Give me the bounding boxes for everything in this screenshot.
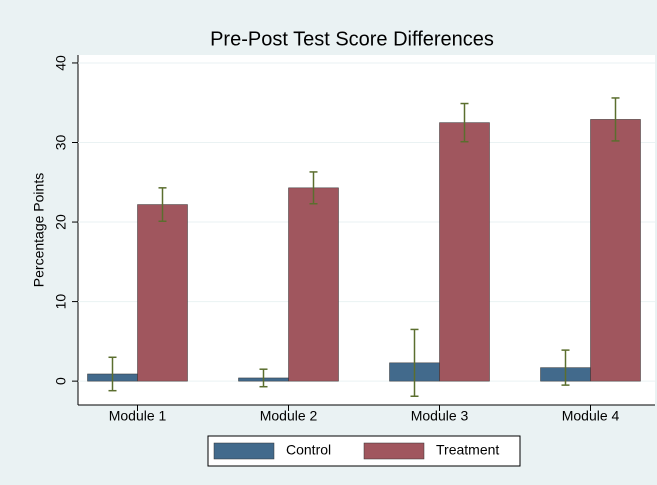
legend-label: Treatment bbox=[436, 442, 499, 458]
bar bbox=[439, 122, 490, 382]
error-bar bbox=[108, 356, 117, 392]
y-tick-label: 20 bbox=[53, 214, 69, 230]
y-axis-title: Percentage Points bbox=[31, 173, 47, 287]
y-tick-label: 30 bbox=[53, 135, 69, 151]
error-bar bbox=[158, 187, 167, 222]
legend-swatch bbox=[213, 442, 275, 460]
chart-title: Pre-Post Test Score Differences bbox=[210, 28, 494, 50]
y-tick-label: 0 bbox=[53, 377, 69, 385]
error-bar bbox=[460, 102, 469, 143]
x-tick-label: Module 3 bbox=[411, 408, 469, 424]
legend-label: Control bbox=[286, 442, 331, 458]
bar bbox=[288, 187, 339, 382]
error-bar bbox=[259, 368, 268, 388]
error-bar bbox=[561, 349, 570, 386]
y-tick-label: 40 bbox=[53, 55, 69, 71]
legend-swatch bbox=[363, 442, 425, 460]
y-tick-label: 10 bbox=[53, 294, 69, 310]
error-bar bbox=[410, 328, 419, 397]
bar bbox=[137, 204, 188, 382]
error-bar bbox=[309, 171, 318, 205]
error-bar bbox=[611, 97, 620, 142]
bar bbox=[590, 119, 641, 382]
x-tick-label: Module 4 bbox=[562, 408, 620, 424]
x-tick-label: Module 2 bbox=[260, 408, 318, 424]
x-tick-label: Module 1 bbox=[109, 408, 167, 424]
